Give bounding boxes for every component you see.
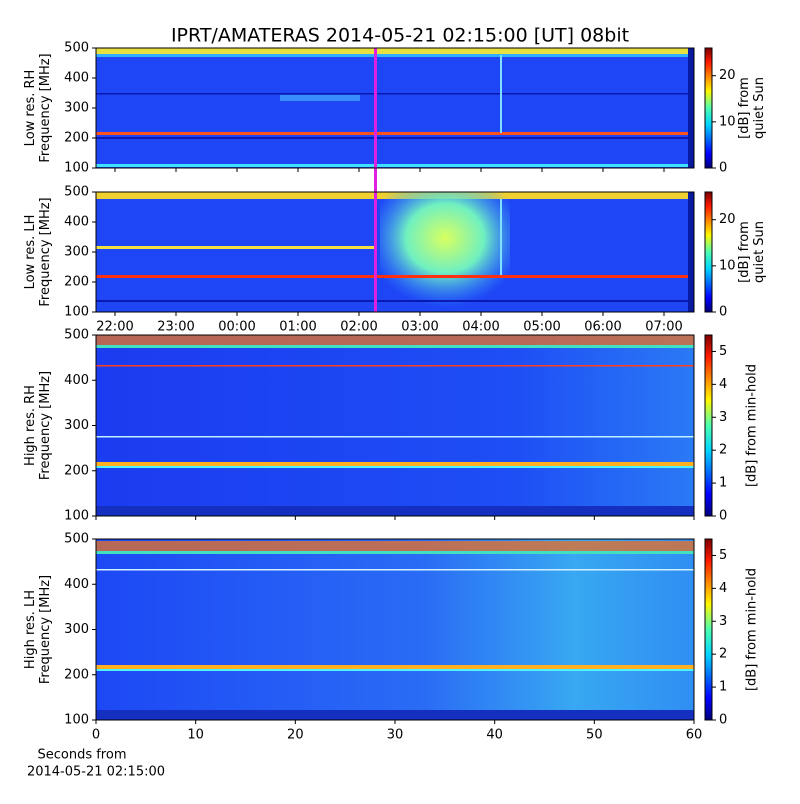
chart-title: IPRT/AMATERAS 2014-05-21 02:15:00 [UT] 0… [171,25,629,47]
time-tick-label: 00:00 [218,320,255,335]
colorbar-tick-label: 10 [719,114,736,129]
y-axis-label: Frequency [MHz] [38,575,53,684]
colorbar-tick-label: 0 [719,713,727,728]
time-tick-label: 23:00 [157,320,194,335]
colorbar-tick-label: 3 [719,614,727,629]
y-tick-label: 400 [64,215,89,230]
x-tick-label: 20 [287,728,304,743]
y-tick-label: 200 [64,131,89,146]
colorbar-tick-label: 20 [719,68,736,83]
time-tick-label: 05:00 [523,320,560,335]
colorbar-tick-label: 4 [719,377,727,392]
y-tick-label: 500 [64,532,89,547]
x-tick-label: 30 [387,728,404,743]
x-tick-label: 40 [486,728,503,743]
x-axis-label: 2014-05-21 02:15:00 [27,765,165,780]
colorbar-tick-label: 4 [719,581,727,596]
x-tick-label: 60 [686,728,703,743]
y-tick-label: 300 [64,622,89,637]
x-tick-label: 50 [586,728,603,743]
y-tick-label: 500 [64,41,89,56]
colorbar-tick-label: 5 [719,344,727,359]
time-tick-label: 03:00 [401,320,438,335]
y-axis-label: Low res. RH [23,70,38,147]
x-axis-label: Seconds from [37,748,126,763]
colorbar-label: quiet Sun [752,221,767,283]
y-axis-label: Frequency [MHz] [38,197,53,306]
colorbar-label: [dB] from min-hold [745,364,760,487]
y-tick-label: 100 [64,161,89,176]
colorbar-tick-label: 0 [719,305,727,320]
y-tick-label: 400 [64,71,89,86]
colorbar [704,191,713,313]
colorbar-label: [dB] from [737,77,752,139]
colorbar-tick-label: 20 [719,212,736,227]
colorbar [704,538,713,721]
time-tick-label: 07:00 [645,320,682,335]
y-tick-label: 300 [64,101,89,116]
y-tick-label: 200 [64,667,89,682]
y-axis-label: Frequency [MHz] [38,53,53,162]
colorbar-tick-label: 2 [719,443,727,458]
y-tick-label: 300 [64,418,89,433]
y-tick-label: 500 [64,185,89,200]
time-tick-label: 06:00 [584,320,621,335]
y-axis-label: High res. LH [23,590,38,669]
colorbar-tick-label: 3 [719,410,727,425]
x-tick-label: 0 [92,728,100,743]
y-tick-label: 100 [64,509,89,524]
y-axis-label: Low res. LH [23,215,38,290]
colorbar-tick-label: 0 [719,161,727,176]
y-tick-label: 300 [64,245,89,260]
y-axis-label: High res. RH [23,385,38,466]
colorbar-label: [dB] from [737,221,752,283]
colorbar-tick-label: 0 [719,509,727,524]
y-tick-label: 500 [64,328,89,343]
colorbar-tick-label: 10 [719,258,736,273]
time-tick-label: 22:00 [96,320,133,335]
y-axis-label: Frequency [MHz] [38,371,53,480]
y-tick-label: 400 [64,577,89,592]
time-tick-label: 02:00 [340,320,377,335]
y-tick-label: 400 [64,373,89,388]
colorbar-tick-label: 1 [719,476,727,491]
y-tick-label: 100 [64,305,89,320]
time-tick-label: 04:00 [462,320,499,335]
time-tick-label: 01:00 [279,320,316,335]
colorbar-tick-label: 1 [719,680,727,695]
colorbar-label: quiet Sun [752,77,767,139]
colorbar-tick-label: 2 [719,647,727,662]
colorbar-label: [dB] from min-hold [745,568,760,691]
x-tick-label: 10 [187,728,204,743]
y-tick-label: 200 [64,275,89,290]
y-tick-label: 200 [64,463,89,478]
y-tick-label: 100 [64,713,89,728]
colorbar [704,47,713,169]
colorbar [704,334,713,517]
colorbar-tick-label: 5 [719,548,727,563]
spectrogram-art [96,48,694,720]
